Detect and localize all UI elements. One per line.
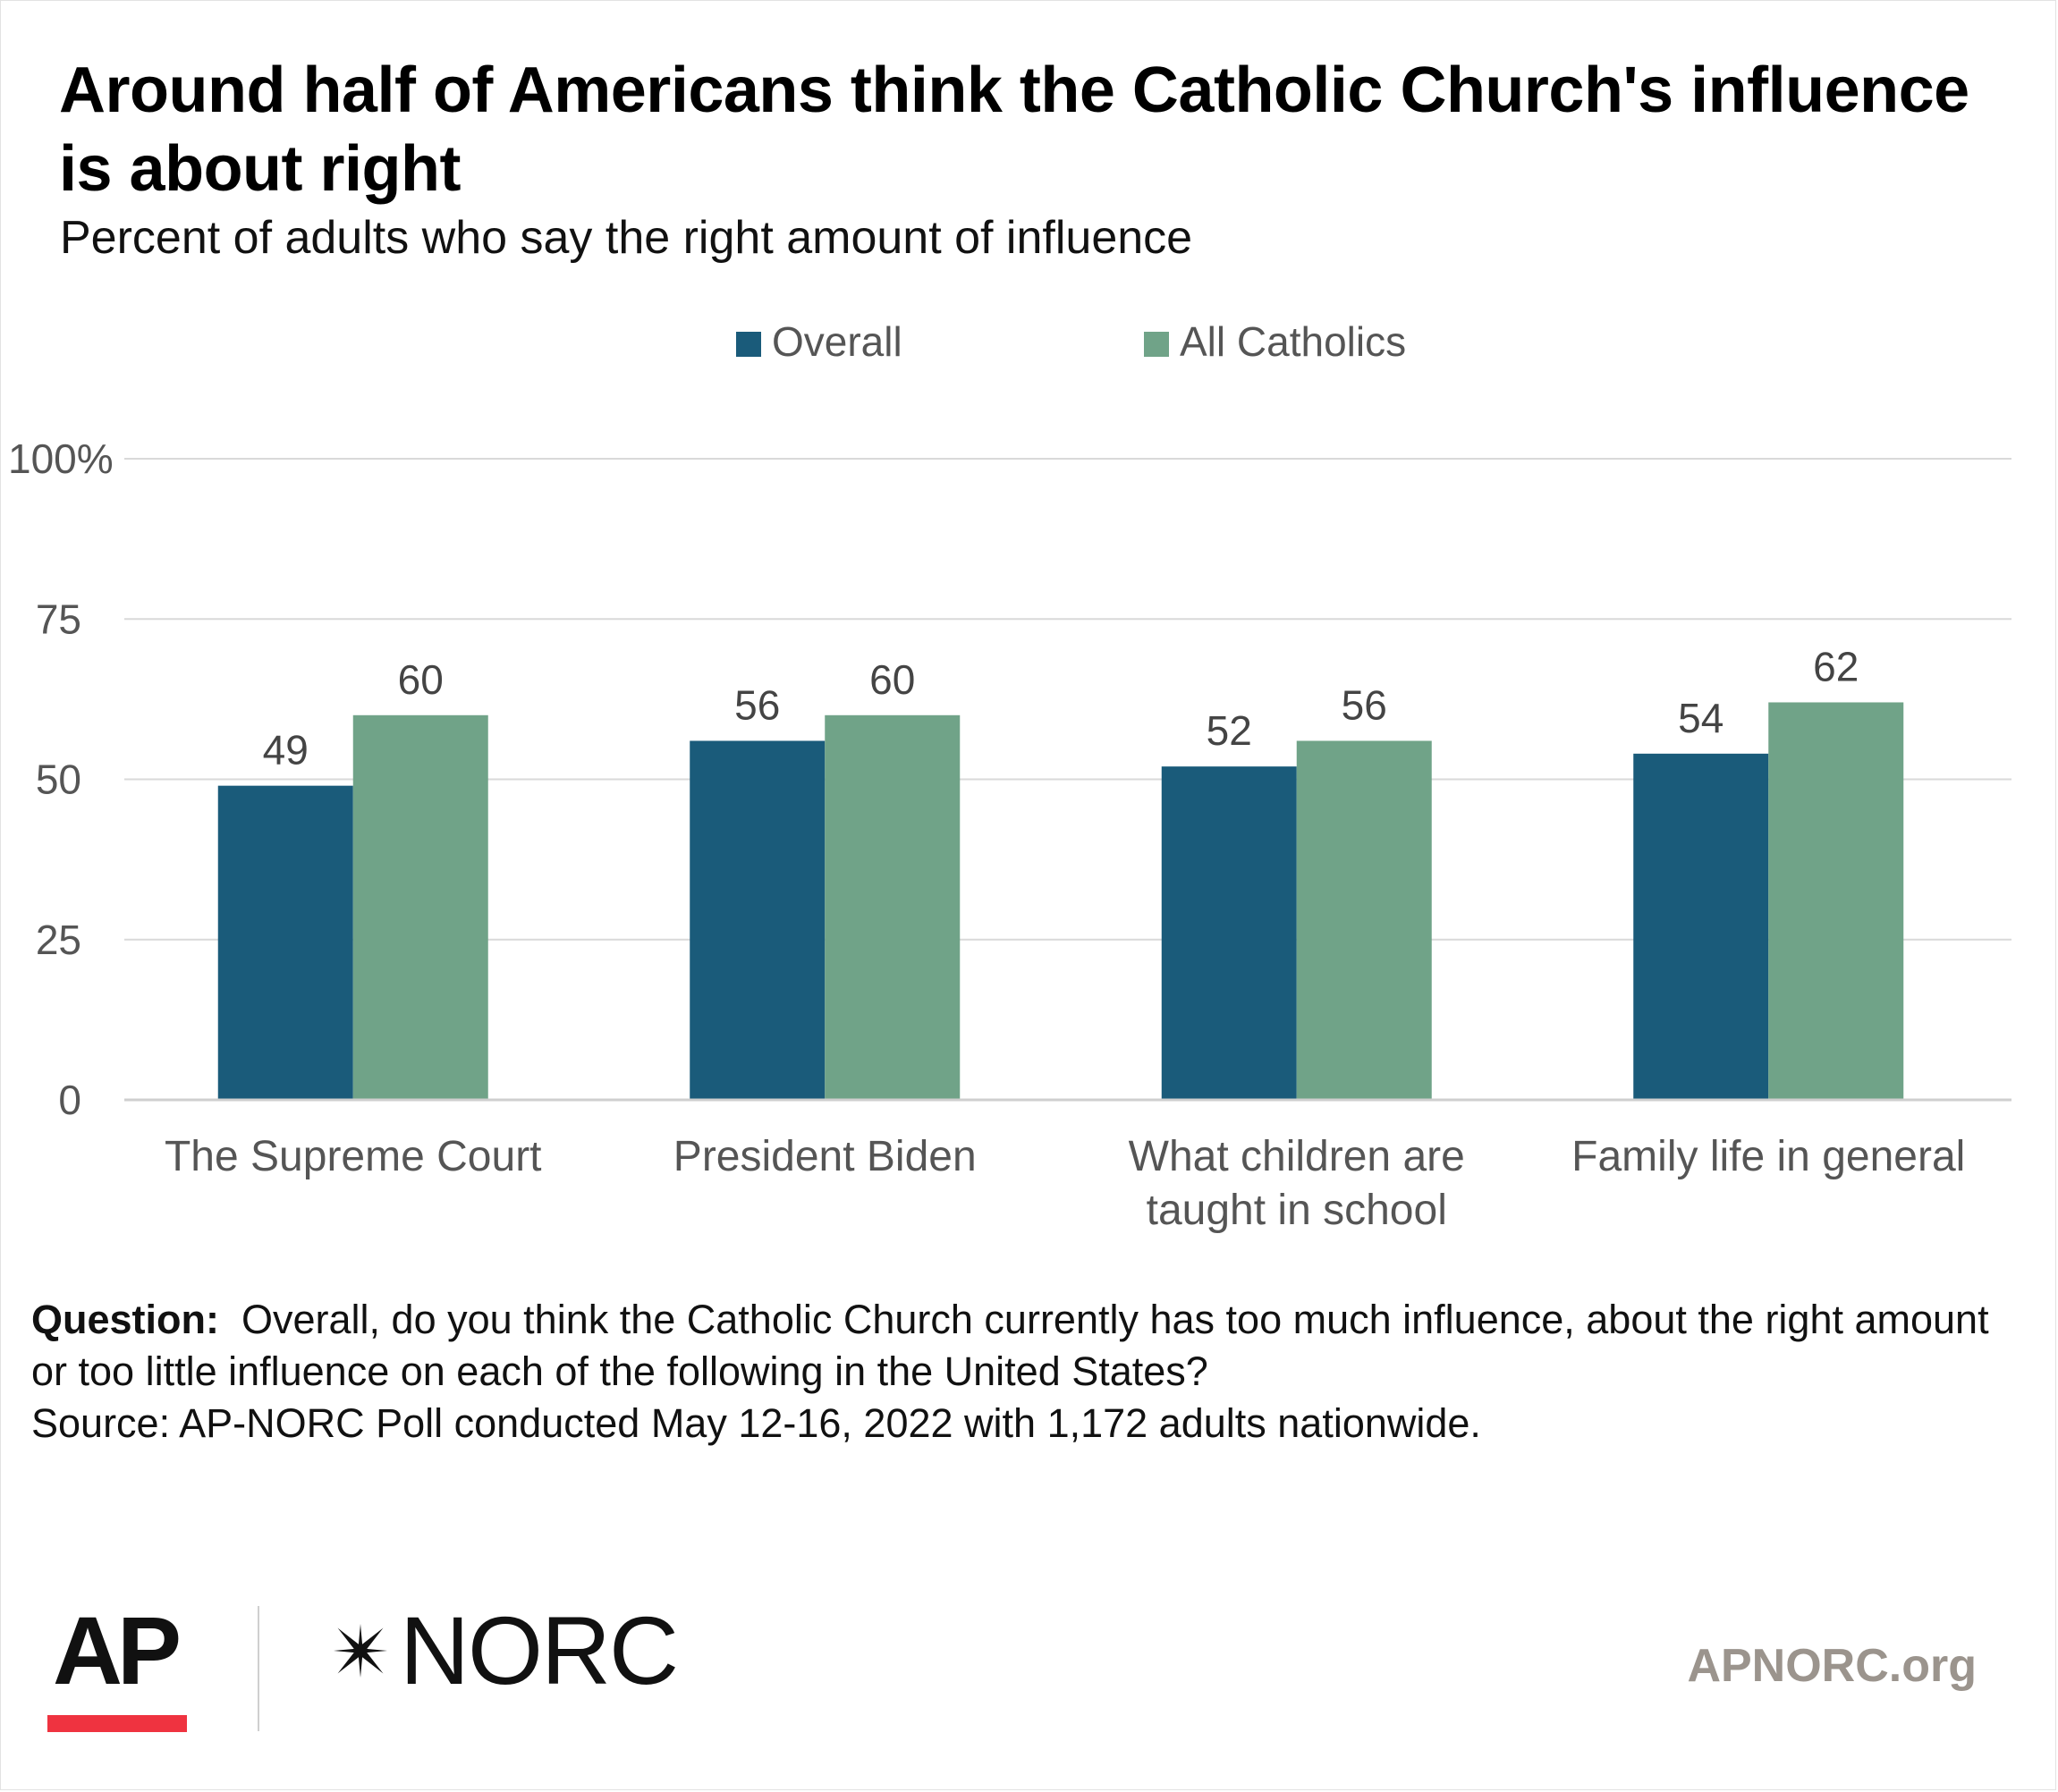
legend-label: All Catholics [1180, 318, 1406, 365]
bar [1296, 740, 1432, 1100]
data-label: 52 [1207, 707, 1252, 754]
data-label: 49 [263, 727, 309, 773]
norc-star-icon [334, 1624, 387, 1678]
legend-swatch [1144, 332, 1169, 357]
data-label: 54 [1678, 695, 1723, 741]
logo-divider [258, 1606, 259, 1731]
y-tick-label: 50 [36, 757, 81, 803]
y-tick-label: 0 [58, 1077, 81, 1123]
bar [1633, 753, 1769, 1100]
x-tick-label: Family life in general [1571, 1133, 1965, 1180]
bar [690, 740, 826, 1100]
bar-chart: Overall All Catholics 0 25 50 75 100% 49 60 The S… [8, 318, 2011, 1234]
x-tick-label: President Biden [673, 1133, 977, 1180]
chart-subtitle: Percent of adults who say the right amou… [60, 212, 1193, 264]
legend-label: Overall [772, 318, 902, 365]
norc-logo: NORC [323, 1596, 679, 1704]
footnote: Question: Overall, do you think the Cath… [31, 1294, 2017, 1450]
bar [352, 714, 488, 1100]
y-tick-label: 75 [36, 596, 81, 642]
data-label: 60 [398, 656, 444, 703]
bar [217, 785, 353, 1100]
x-tick-label: The Supreme Court [165, 1133, 542, 1180]
y-tick-label: 100% [8, 435, 114, 482]
question-label: Question: [31, 1297, 219, 1342]
question-text: Overall, do you think the Catholic Churc… [31, 1297, 1989, 1394]
legend-swatch [736, 332, 761, 357]
data-label: 56 [1342, 681, 1387, 728]
x-tick-label: What children are [1129, 1133, 1465, 1180]
question-note: Question: Overall, do you think the Cath… [31, 1294, 2017, 1398]
website-link[interactable]: APNORC.org [1687, 1640, 1977, 1692]
ap-logo-underline [47, 1715, 187, 1732]
data-label: 62 [1813, 643, 1859, 689]
norc-wordmark: NORC [400, 1596, 679, 1704]
y-tick-label: 25 [36, 917, 81, 963]
chart-title: Around half of Americans think the Catho… [59, 55, 1969, 205]
source-note: Source: AP-NORC Poll conducted May 12-16… [31, 1400, 1481, 1446]
data-label: 56 [734, 681, 780, 728]
bar [1161, 766, 1297, 1100]
ap-logo: AP [53, 1596, 182, 1704]
x-tick-label: taught in school [1147, 1187, 1447, 1234]
bar [825, 714, 961, 1100]
data-label: 60 [869, 656, 915, 703]
bar [1768, 702, 1904, 1100]
